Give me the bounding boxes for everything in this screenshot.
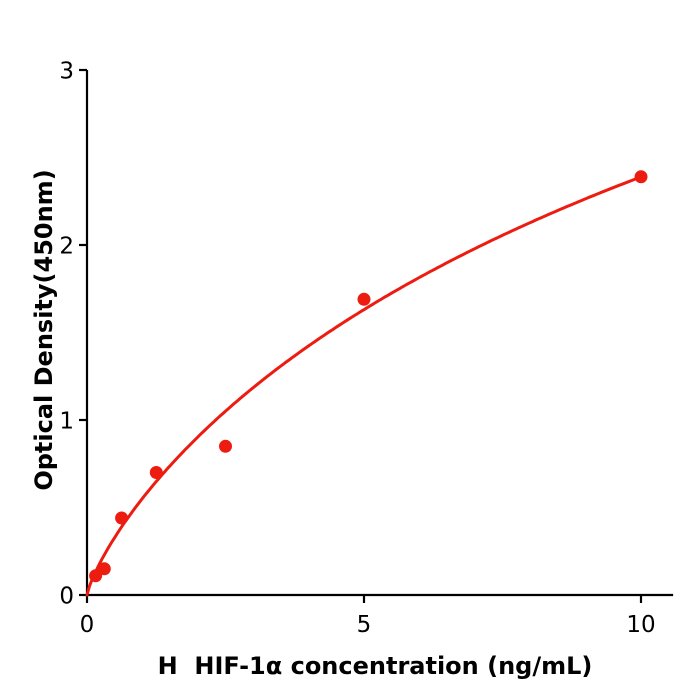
data-point [357,292,371,306]
y-tick-label: 2 [59,234,74,260]
x-tick-label: 0 [80,612,95,638]
y-tick-label: 0 [59,584,74,610]
data-point [219,439,232,453]
y-tick-label: 1 [59,409,74,435]
y-tick-label: 3 [59,59,74,85]
x-tick-label: 5 [357,612,372,638]
x-axis-title: H HIF-1α concentration (ng/mL) [157,652,593,680]
data-point [634,170,648,184]
axes-spines [85,70,674,597]
data-point [89,569,103,583]
y-axis-title: Optical Density(450nm) [30,169,58,491]
data-point [115,511,129,525]
fit-curve-line [85,175,644,597]
data-point [149,466,163,479]
data-point [97,562,111,576]
x-tick-label: 10 [626,612,655,638]
